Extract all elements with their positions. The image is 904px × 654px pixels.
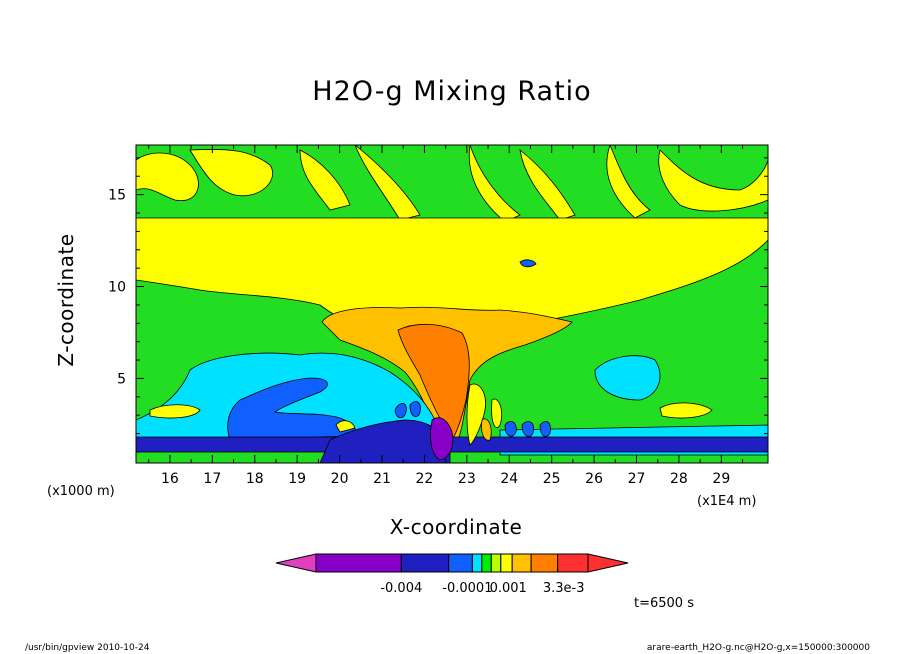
- y-tick-label: 10: [108, 280, 126, 296]
- region-ripple: [409, 401, 421, 418]
- x-tick-label: 18: [246, 471, 264, 487]
- colorbar-segment: [315, 553, 402, 573]
- region-patch: [466, 383, 487, 446]
- x-tick-label: 25: [543, 471, 561, 487]
- colorbar-label: 3.3e-3: [543, 581, 585, 596]
- x-axis-unit: (x1E4 m): [697, 494, 757, 509]
- time-annotation: t=6500 s: [634, 596, 694, 611]
- colorbar-segment: [481, 553, 492, 573]
- region-patch: [335, 420, 356, 433]
- region-ripple: [539, 421, 551, 437]
- x-tick-label: 21: [373, 471, 391, 487]
- region-upper-streaks: [299, 149, 351, 211]
- colorbar-segment: [557, 553, 589, 573]
- region-upper-streaks: [519, 149, 576, 221]
- y-tick-label: 15: [108, 188, 126, 204]
- colorbar-label: 0.001: [490, 581, 527, 596]
- chart-title: H2O-g Mixing Ratio: [312, 76, 592, 107]
- region-negative-weak: [594, 355, 661, 401]
- x-tick-label: 29: [712, 471, 730, 487]
- x-tick-label: 27: [628, 471, 646, 487]
- x-tick-label: 26: [585, 471, 603, 487]
- region-upper-streaks: [136, 152, 199, 202]
- x-tick-label: 28: [670, 471, 688, 487]
- colorbar-segment: [511, 553, 532, 573]
- footer-left: /usr/bin/gpview 2010-10-24: [25, 643, 150, 653]
- x-axis: 16 17 18 19 20 21 22 23 24 25 26 27 28 29: [148, 145, 744, 487]
- region-upper-streaks: [354, 145, 421, 221]
- colorbar-low-arrow: [275, 553, 317, 573]
- y-axis: 5 10 15: [108, 157, 768, 453]
- region-ripple: [504, 421, 517, 437]
- plot-frame: [135, 144, 769, 464]
- region-ripple: [519, 259, 537, 268]
- colorbar-high-arrow: [587, 553, 629, 573]
- colorbar-segment: [530, 553, 559, 573]
- region-patch: [481, 418, 492, 441]
- colorbar-label: -0.004: [380, 581, 422, 596]
- region-ripple: [394, 403, 407, 419]
- region-minimum: [430, 417, 454, 461]
- region-patch: [659, 402, 713, 419]
- x-axis-label: X-coordinate: [389, 515, 523, 539]
- contour-field: [136, 145, 768, 463]
- region-patch: [149, 404, 201, 419]
- x-tick-label: 20: [331, 471, 349, 487]
- x-tick-label: 24: [500, 471, 518, 487]
- y-axis-unit: (x1000 m): [47, 484, 115, 499]
- x-tick-label: 22: [416, 471, 434, 487]
- colorbar-label: -0.0001: [442, 581, 492, 596]
- region-ripple: [521, 421, 535, 437]
- x-tick-label: 19: [288, 471, 306, 487]
- x-tick-label: 16: [161, 471, 179, 487]
- footer-right: arare-earth_H2O-g.nc@H2O-g,x=150000:3000…: [646, 643, 870, 653]
- region-upper-streaks: [189, 148, 273, 197]
- colorbar-segment: [500, 553, 513, 573]
- x-tick-label: 23: [458, 471, 476, 487]
- colorbar-segment: [471, 553, 483, 573]
- region-patch: [491, 398, 503, 428]
- x-tick-label: 17: [203, 471, 221, 487]
- colorbar-segment: [400, 553, 450, 573]
- region-upper-streaks: [658, 149, 768, 212]
- colorbar-segment: [490, 553, 502, 573]
- colorbar-segment: [448, 553, 473, 573]
- y-tick-label: 5: [117, 371, 126, 387]
- region-core: [397, 323, 470, 441]
